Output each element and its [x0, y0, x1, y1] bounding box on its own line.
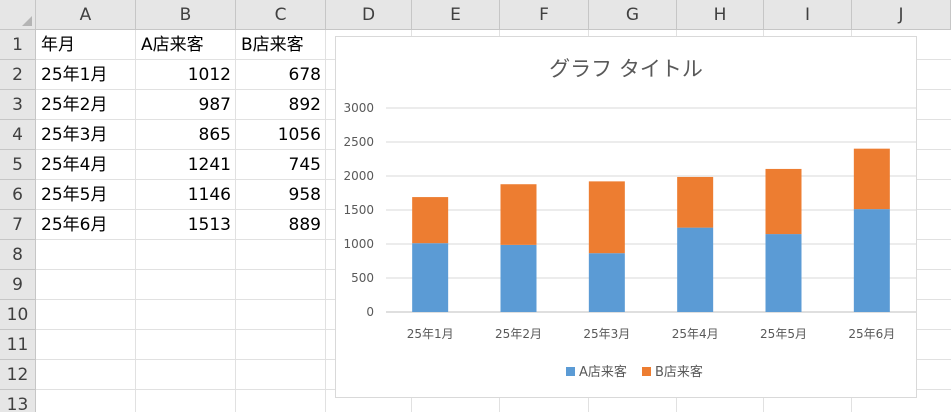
legend-label-a: A店来客 — [579, 364, 627, 380]
chart-gridlines — [386, 107, 916, 313]
y-tick-label: 500 — [351, 271, 374, 285]
chart-bars — [412, 148, 890, 312]
row-header-7[interactable]: 7 — [0, 210, 36, 240]
cell-b7[interactable]: 1513 — [187, 215, 231, 235]
bar-a-6[interactable] — [853, 209, 890, 312]
bar-a-4[interactable] — [677, 227, 714, 312]
x-tick-label: 25年2月 — [495, 327, 542, 341]
cell-b1[interactable]: A店来客 — [141, 35, 204, 55]
row-header-3[interactable]: 3 — [0, 90, 36, 120]
column-header-g[interactable]: G — [589, 0, 677, 30]
row-header-11[interactable]: 11 — [0, 330, 36, 360]
column-header-f[interactable]: F — [500, 0, 589, 30]
row-header-9[interactable]: 9 — [0, 270, 36, 300]
bar-a-5[interactable] — [765, 234, 802, 312]
legend-label-b: B店来客 — [655, 364, 703, 380]
x-tick-label: 25年4月 — [672, 327, 719, 341]
column-header-a[interactable]: A — [36, 0, 136, 30]
x-tick-label: 25年3月 — [583, 327, 630, 341]
chart-legend[interactable]: A店来客 B店来客 — [566, 364, 703, 380]
row-header-12[interactable]: 12 — [0, 360, 36, 390]
legend-swatch-b — [642, 367, 651, 376]
cell-a2[interactable]: 25年1月 — [41, 65, 108, 85]
chart-title[interactable]: グラフ タイトル — [549, 57, 703, 81]
row-header-4[interactable]: 4 — [0, 120, 36, 150]
cell-c3[interactable]: 892 — [288, 95, 321, 115]
cell-c5[interactable]: 745 — [288, 155, 321, 175]
column-header-h[interactable]: H — [677, 0, 764, 30]
x-tick-label: 25年5月 — [760, 327, 807, 341]
cell-a5[interactable]: 25年4月 — [41, 155, 108, 175]
stacked-bar-chart[interactable]: グラフ タイトル 0 500 1000 1500 2000 2500 3000 25年1月 2… — [335, 36, 917, 398]
cell-c7[interactable]: 889 — [288, 215, 321, 235]
cell-a1[interactable]: 年月 — [41, 35, 75, 55]
bar-b-2[interactable] — [500, 184, 537, 245]
y-tick-label: 2500 — [343, 135, 374, 149]
y-axis-labels: 0 500 1000 1500 2000 2500 3000 — [343, 101, 374, 319]
bar-a-1[interactable] — [412, 243, 449, 312]
cell-b6[interactable]: 1146 — [187, 185, 231, 205]
cell-c4[interactable]: 1056 — [277, 125, 321, 145]
column-header-e[interactable]: E — [412, 0, 500, 30]
column-header-c[interactable]: C — [236, 0, 326, 30]
column-header-d[interactable]: D — [326, 0, 412, 30]
cell-b2[interactable]: 1012 — [187, 65, 231, 85]
bar-b-4[interactable] — [677, 176, 714, 228]
column-gridline — [325, 30, 326, 412]
cell-c6[interactable]: 958 — [288, 185, 321, 205]
cell-a3[interactable]: 25年2月 — [41, 95, 108, 115]
cell-b4[interactable]: 865 — [198, 125, 231, 145]
y-tick-label: 1000 — [343, 237, 374, 251]
bar-a-3[interactable] — [588, 253, 625, 312]
bar-b-6[interactable] — [853, 148, 890, 210]
row-header-2[interactable]: 2 — [0, 60, 36, 90]
row-header-10[interactable]: 10 — [0, 300, 36, 330]
cell-a7[interactable]: 25年6月 — [41, 215, 108, 235]
column-gridline — [235, 30, 236, 412]
bar-b-3[interactable] — [588, 181, 625, 254]
cell-c1[interactable]: B店来客 — [241, 35, 304, 55]
y-tick-label: 3000 — [343, 101, 374, 115]
select-all-triangle-icon — [22, 16, 32, 26]
cell-a4[interactable]: 25年3月 — [41, 125, 108, 145]
column-header-i[interactable]: I — [764, 0, 852, 30]
bar-b-5[interactable] — [765, 168, 802, 235]
y-tick-label: 2000 — [343, 169, 374, 183]
row-header-8[interactable]: 8 — [0, 240, 36, 270]
cell-b3[interactable]: 987 — [198, 95, 231, 115]
row-header-1[interactable]: 1 — [0, 30, 36, 60]
x-tick-label: 25年6月 — [848, 327, 895, 341]
select-all-corner[interactable] — [0, 0, 36, 30]
bar-b-1[interactable] — [412, 197, 449, 244]
column-header-b[interactable]: B — [136, 0, 236, 30]
y-tick-label: 1500 — [343, 203, 374, 217]
row-header-5[interactable]: 5 — [0, 150, 36, 180]
cell-b5[interactable]: 1241 — [187, 155, 231, 175]
cell-c2[interactable]: 678 — [288, 65, 321, 85]
row-header-13[interactable]: 13 — [0, 390, 36, 412]
cell-a6[interactable]: 25年5月 — [41, 185, 108, 205]
column-gridline — [135, 30, 136, 412]
bar-a-2[interactable] — [500, 244, 537, 312]
legend-swatch-a — [566, 367, 575, 376]
x-axis-labels: 25年1月 25年2月 25年3月 25年4月 25年5月 25年6月 — [407, 327, 896, 341]
y-tick-label: 0 — [366, 305, 374, 319]
column-header-j[interactable]: J — [852, 0, 951, 30]
row-header-6[interactable]: 6 — [0, 180, 36, 210]
x-tick-label: 25年1月 — [407, 327, 454, 341]
